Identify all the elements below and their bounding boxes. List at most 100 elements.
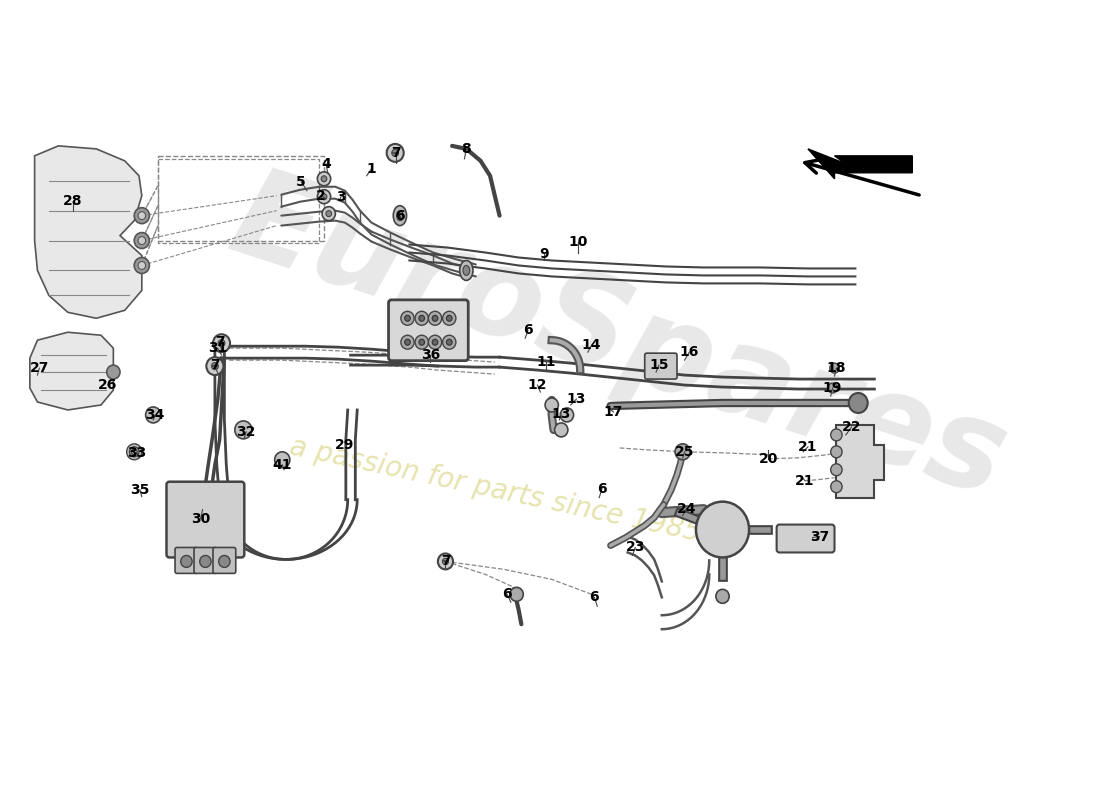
- Circle shape: [321, 194, 327, 200]
- FancyBboxPatch shape: [213, 547, 235, 574]
- Text: 29: 29: [336, 438, 354, 452]
- Text: 7: 7: [214, 335, 224, 350]
- Circle shape: [134, 208, 150, 224]
- Text: 19: 19: [823, 381, 843, 395]
- Circle shape: [442, 335, 455, 349]
- Text: 1: 1: [366, 162, 376, 176]
- Text: 28: 28: [63, 194, 82, 208]
- Text: 6: 6: [395, 209, 405, 222]
- Text: 7: 7: [392, 146, 400, 160]
- Text: 11: 11: [537, 355, 556, 369]
- Circle shape: [428, 335, 442, 349]
- Circle shape: [234, 421, 252, 439]
- Circle shape: [419, 339, 425, 345]
- Ellipse shape: [394, 206, 407, 226]
- Circle shape: [211, 362, 218, 370]
- Text: 36: 36: [420, 348, 440, 362]
- Circle shape: [131, 449, 138, 455]
- Circle shape: [447, 315, 452, 322]
- Text: a passion for parts since 1985: a passion for parts since 1985: [287, 432, 703, 547]
- Text: 21: 21: [799, 440, 817, 454]
- Circle shape: [415, 335, 428, 349]
- Text: 25: 25: [674, 445, 694, 459]
- Circle shape: [560, 408, 573, 422]
- Circle shape: [321, 176, 327, 182]
- Text: 7: 7: [210, 358, 220, 372]
- Circle shape: [428, 311, 442, 326]
- Circle shape: [138, 237, 145, 245]
- Text: EuroSpares: EuroSpares: [216, 158, 1021, 522]
- Circle shape: [200, 555, 211, 567]
- Circle shape: [180, 555, 192, 567]
- FancyBboxPatch shape: [645, 353, 676, 379]
- Text: 23: 23: [626, 541, 645, 554]
- Text: 13: 13: [566, 392, 586, 406]
- Circle shape: [432, 315, 438, 322]
- Circle shape: [696, 502, 749, 558]
- Text: 12: 12: [528, 378, 548, 392]
- Circle shape: [405, 339, 410, 345]
- Circle shape: [318, 190, 331, 204]
- Circle shape: [830, 481, 843, 493]
- Circle shape: [830, 429, 843, 441]
- Circle shape: [134, 258, 150, 274]
- Text: 34: 34: [145, 408, 165, 422]
- Circle shape: [829, 363, 839, 373]
- Polygon shape: [807, 149, 912, 178]
- Text: 31: 31: [208, 341, 228, 355]
- Text: 16: 16: [680, 345, 698, 359]
- Circle shape: [386, 144, 404, 162]
- Text: 14: 14: [582, 338, 602, 352]
- Circle shape: [138, 262, 145, 270]
- Text: 15: 15: [649, 358, 669, 372]
- Text: 2: 2: [317, 189, 326, 202]
- Circle shape: [438, 554, 453, 570]
- Circle shape: [126, 444, 142, 460]
- Circle shape: [213, 334, 230, 352]
- Text: 22: 22: [842, 420, 861, 434]
- Circle shape: [218, 340, 224, 346]
- Circle shape: [675, 444, 691, 460]
- Text: 24: 24: [676, 502, 696, 516]
- Circle shape: [134, 233, 150, 249]
- Circle shape: [830, 464, 843, 476]
- Circle shape: [322, 206, 335, 221]
- FancyBboxPatch shape: [777, 525, 835, 553]
- Circle shape: [432, 339, 438, 345]
- Text: 8: 8: [462, 142, 471, 156]
- Circle shape: [130, 447, 139, 457]
- Text: 18: 18: [826, 361, 846, 375]
- Circle shape: [415, 311, 428, 326]
- Text: 41: 41: [273, 458, 292, 472]
- Circle shape: [442, 558, 449, 565]
- Text: 9: 9: [539, 246, 549, 261]
- Circle shape: [830, 446, 843, 458]
- Text: 13: 13: [551, 407, 571, 421]
- Ellipse shape: [460, 261, 473, 281]
- Circle shape: [326, 210, 331, 217]
- Polygon shape: [836, 425, 883, 498]
- Text: 17: 17: [604, 405, 623, 419]
- Circle shape: [419, 315, 425, 322]
- Text: 3: 3: [337, 190, 345, 204]
- Text: 35: 35: [130, 482, 150, 497]
- Text: 7: 7: [441, 554, 450, 569]
- Text: 10: 10: [569, 234, 589, 249]
- Text: 5: 5: [296, 174, 306, 189]
- Circle shape: [447, 339, 452, 345]
- Circle shape: [442, 311, 455, 326]
- Text: 6: 6: [524, 323, 532, 338]
- Circle shape: [554, 423, 568, 437]
- Circle shape: [510, 587, 524, 602]
- Circle shape: [318, 172, 331, 186]
- Circle shape: [392, 150, 398, 157]
- FancyBboxPatch shape: [166, 482, 244, 558]
- Text: 26: 26: [98, 378, 118, 392]
- Polygon shape: [30, 332, 113, 410]
- Text: 27: 27: [30, 361, 50, 375]
- Circle shape: [546, 398, 559, 412]
- Circle shape: [400, 311, 414, 326]
- Circle shape: [107, 365, 120, 379]
- Text: 20: 20: [758, 452, 778, 466]
- Circle shape: [275, 452, 289, 468]
